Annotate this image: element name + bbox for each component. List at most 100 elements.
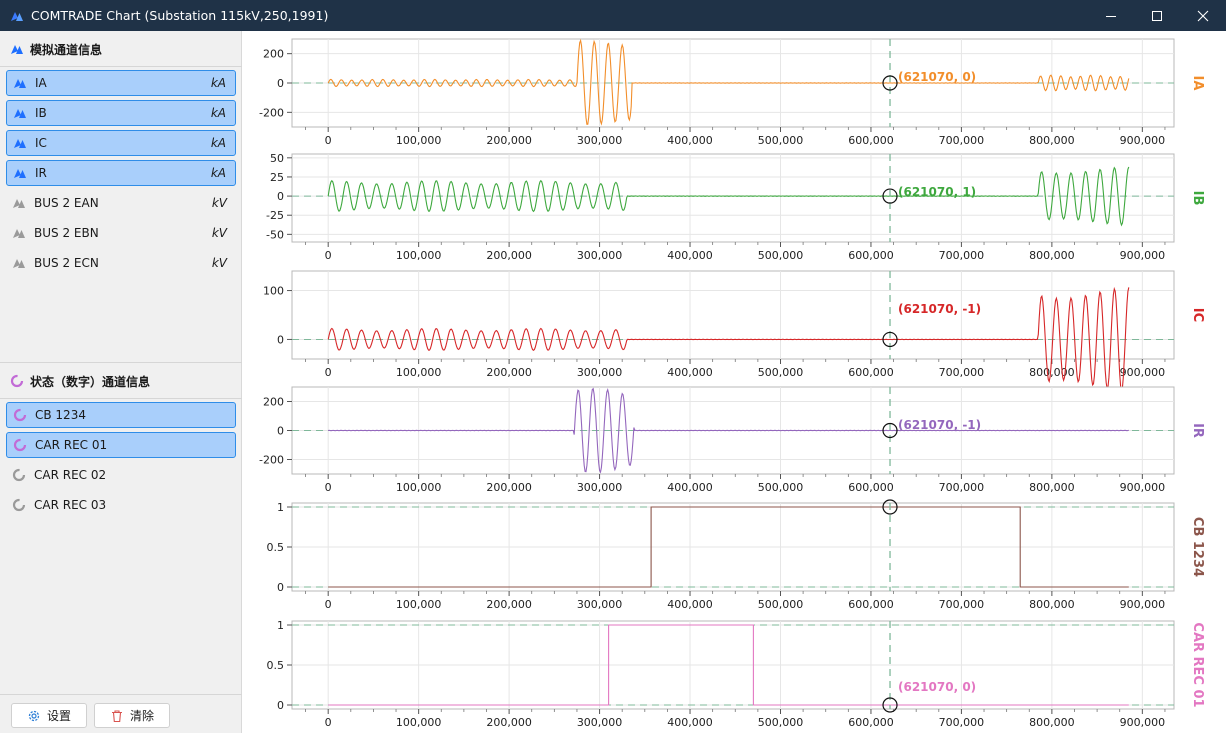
channel-item[interactable]: IR kA [6, 160, 236, 186]
settings-button[interactable]: 设置 [11, 703, 87, 728]
x-tick-label: 800,000 [1029, 598, 1075, 611]
waveform-charts[interactable]: 0 100,000 200,000 300,000 400,000 500,000 600,… [242, 31, 1226, 733]
channel-name-label: IC [1190, 308, 1205, 322]
x-tick-label: 400,000 [667, 134, 713, 147]
clear-button[interactable]: 清除 [94, 703, 170, 728]
minimize-icon [1106, 15, 1116, 17]
x-tick-label: 900,000 [1120, 134, 1166, 147]
channel-label: IC [35, 136, 47, 150]
channel-item[interactable]: CAR REC 02 [6, 462, 236, 488]
x-tick-label: 200,000 [486, 716, 531, 729]
chart-panel[interactable]: 0 100,000 200,000 300,000 400,000 500,000 600,… [267, 619, 1206, 729]
y-tick-label: 0.5 [267, 541, 285, 554]
channel-item[interactable]: IB kA [6, 100, 236, 126]
y-tick-label: 100 [263, 285, 284, 298]
x-tick-label: 0 [325, 598, 332, 611]
series-line [328, 387, 1129, 474]
x-tick-label: 100,000 [396, 366, 442, 379]
cursor-value-label: (621070, -1) [898, 418, 981, 432]
cursor-marker[interactable] [882, 697, 898, 713]
channel-unit: kA [210, 106, 226, 120]
x-tick-label: 100,000 [396, 134, 442, 147]
channel-item[interactable]: BUS 2 EBN kV [6, 220, 236, 246]
channel-item[interactable]: CAR REC 01 [6, 432, 236, 458]
channel-unit: kA [210, 166, 226, 180]
x-tick-label: 200,000 [486, 249, 531, 262]
channel-icon [14, 169, 26, 178]
x-tick-label: 800,000 [1029, 481, 1075, 494]
channel-name-label: CB 1234 [1190, 517, 1205, 577]
divider [0, 398, 242, 399]
channel-item[interactable]: IC kA [6, 130, 236, 156]
x-tick-label: 800,000 [1029, 249, 1075, 262]
y-tick-label: 0 [277, 699, 284, 712]
x-tick-label: 800,000 [1029, 716, 1075, 729]
channel-label: CAR REC 02 [34, 468, 107, 482]
channel-label: IB [35, 106, 47, 120]
x-tick-label: 600,000 [848, 366, 894, 379]
maximize-button[interactable] [1134, 0, 1180, 31]
cursor-value-label: (621070, -1) [898, 302, 981, 316]
x-tick-label: 700,000 [939, 366, 985, 379]
channel-item[interactable]: CAR REC 03 [6, 492, 236, 518]
x-tick-label: 500,000 [758, 598, 804, 611]
channel-icon [12, 468, 26, 482]
channel-label: CB 1234 [35, 408, 86, 422]
x-tick-label: 200,000 [486, 598, 531, 611]
x-tick-label: 500,000 [758, 134, 804, 147]
x-tick-label: 900,000 [1120, 249, 1166, 262]
channel-unit: kA [210, 136, 226, 150]
cursor-marker[interactable] [882, 499, 898, 515]
x-tick-label: 400,000 [667, 481, 713, 494]
series-line [328, 624, 1129, 706]
title-bar[interactable]: COMTRADE Chart (Substation 115kV,250,199… [0, 0, 1226, 31]
channel-item[interactable]: CB 1234 [6, 402, 236, 428]
chart-panel[interactable]: 0 100,000 200,000 300,000 400,000 500,000 600,… [263, 270, 1205, 392]
y-tick-label: -200 [259, 106, 284, 119]
x-tick-label: 400,000 [667, 249, 713, 262]
y-tick-label: 200 [263, 396, 284, 409]
y-tick-label: 1 [277, 619, 284, 632]
y-tick-label: 0.5 [267, 659, 285, 672]
x-tick-label: 300,000 [577, 366, 623, 379]
channel-item[interactable]: BUS 2 EAN kV [6, 190, 236, 216]
channel-name-label: IA [1190, 76, 1205, 91]
x-tick-label: 700,000 [939, 598, 985, 611]
channel-item[interactable]: IA kA [6, 70, 236, 96]
series-line [327, 166, 1130, 227]
x-tick-label: 300,000 [577, 481, 623, 494]
minimize-button[interactable] [1088, 0, 1134, 31]
y-tick-label: -200 [259, 454, 284, 467]
channel-label: IR [35, 166, 47, 180]
maximize-icon [1152, 10, 1162, 21]
x-tick-label: 600,000 [848, 134, 894, 147]
channel-icon [13, 438, 27, 452]
trash-icon [111, 709, 122, 722]
cursor-marker[interactable] [882, 422, 898, 439]
chart-panel[interactable]: 0 100,000 200,000 300,000 400,000 500,000 600,… [266, 152, 1205, 262]
chart-panel[interactable]: 0 100,000 200,000 300,000 400,000 500,000 600,… [259, 386, 1205, 494]
cursor-marker[interactable] [882, 188, 898, 204]
channel-unit: kV [211, 196, 227, 210]
x-tick-label: 200,000 [486, 481, 531, 494]
channel-item[interactable]: BUS 2 ECN kV [6, 250, 236, 276]
x-tick-label: 900,000 [1120, 716, 1166, 729]
chart-panel[interactable]: 0 100,000 200,000 300,000 400,000 500,000 600,… [267, 499, 1206, 611]
x-tick-label: 700,000 [939, 134, 985, 147]
chart-panel[interactable]: 0 100,000 200,000 300,000 400,000 500,000 600,… [259, 38, 1205, 147]
x-tick-label: 300,000 [577, 134, 623, 147]
x-tick-label: 200,000 [486, 134, 531, 147]
channel-icon [13, 229, 25, 238]
channel-unit: kV [211, 226, 227, 240]
x-tick-label: 800,000 [1029, 134, 1075, 147]
x-tick-label: 100,000 [396, 598, 442, 611]
cursor-marker[interactable] [882, 331, 898, 348]
y-tick-label: 50 [270, 152, 284, 165]
x-tick-label: 700,000 [939, 481, 985, 494]
x-tick-label: 0 [325, 366, 332, 379]
settings-label: 设置 [46, 709, 71, 723]
cursor-marker[interactable] [882, 75, 898, 91]
charts-area[interactable]: 0 100,000 200,000 300,000 400,000 500,000 600,… [242, 31, 1226, 733]
close-button[interactable] [1180, 0, 1226, 31]
